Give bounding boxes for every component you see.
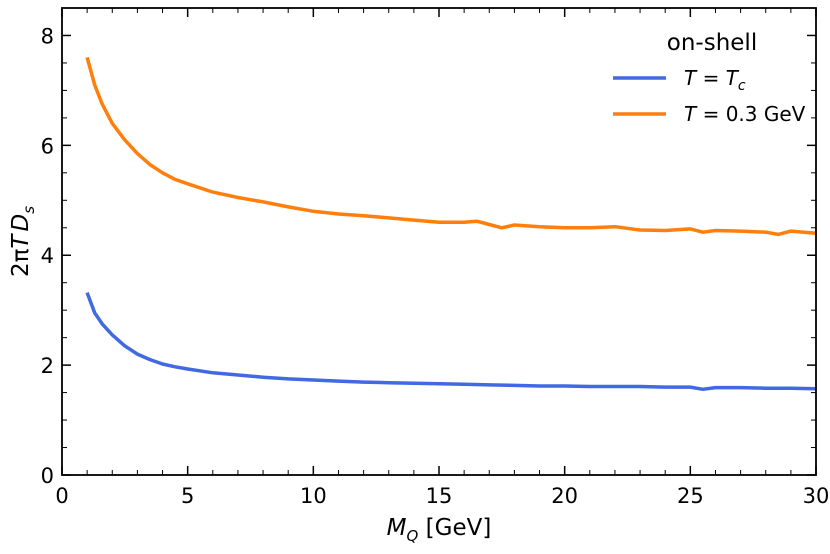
y-tick-label: 2 bbox=[41, 354, 54, 378]
x-tick-label: 20 bbox=[551, 484, 578, 508]
x-axis-label: MQ [GeV] bbox=[387, 515, 492, 545]
x-tick-label: 25 bbox=[677, 484, 704, 508]
y-axis-label-sub: s bbox=[20, 206, 38, 214]
series-line-03gev bbox=[85, 56, 817, 237]
y-tick-label: 6 bbox=[41, 134, 54, 158]
legend-label-tc-eq: = bbox=[696, 66, 725, 90]
x-tick-label: 0 bbox=[55, 484, 68, 508]
legend-label-tc: T = Tc bbox=[684, 66, 746, 94]
legend-label-tc-sub: c bbox=[738, 78, 746, 94]
legend-label-03gev-var: T bbox=[684, 102, 698, 126]
legend-label-03gev-eq: = 0.3 GeV bbox=[696, 102, 805, 126]
x-axis-label-sub: Q bbox=[407, 527, 419, 545]
y-axis-label-var2: D bbox=[8, 214, 34, 232]
legend: on-shell T = Tc T = 0.3 GeV bbox=[613, 30, 806, 126]
legend-label-tc-rhs: T bbox=[726, 66, 740, 90]
x-tick-label: 30 bbox=[803, 484, 830, 508]
y-tick-label: 0 bbox=[41, 464, 54, 488]
series-line-tc bbox=[85, 291, 817, 392]
legend-label-tc-var: T bbox=[684, 66, 698, 90]
x-axis-label-main: M bbox=[387, 515, 407, 541]
plot-frame bbox=[61, 7, 817, 476]
axis-ticks: 0 5 10 15 20 25 30 0 2 4 6 8 bbox=[41, 7, 830, 508]
legend-title: on-shell bbox=[667, 30, 757, 56]
x-tick-label: 5 bbox=[181, 484, 194, 508]
axis-labels: MQ [GeV] 2πTDs bbox=[8, 206, 491, 545]
legend-label-03gev: T = 0.3 GeV bbox=[684, 102, 806, 126]
y-axis-label: 2πTDs bbox=[8, 206, 38, 277]
y-axis-label-var1: T bbox=[8, 233, 34, 249]
x-axis-label-unit: [GeV] bbox=[418, 515, 491, 541]
y-tick-label: 4 bbox=[41, 244, 54, 268]
y-axis-label-prefix: 2π bbox=[8, 248, 34, 277]
y-tick-label: 8 bbox=[41, 24, 54, 48]
x-tick-label: 10 bbox=[300, 484, 327, 508]
series-lines bbox=[85, 56, 817, 392]
x-tick-label: 15 bbox=[426, 484, 453, 508]
